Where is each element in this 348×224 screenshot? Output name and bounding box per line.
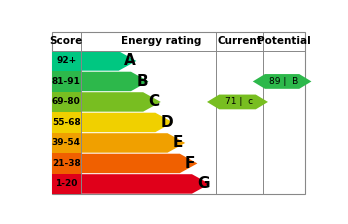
Text: Current: Current <box>218 36 262 46</box>
Polygon shape <box>81 174 209 194</box>
Polygon shape <box>253 74 311 89</box>
Bar <box>52 71 81 92</box>
Bar <box>52 51 81 71</box>
Text: 69-80: 69-80 <box>52 97 80 106</box>
Bar <box>52 174 81 194</box>
Text: 55-68: 55-68 <box>52 118 80 127</box>
Polygon shape <box>81 51 136 71</box>
Text: A: A <box>124 54 136 69</box>
Text: G: G <box>197 177 210 192</box>
Polygon shape <box>207 95 268 109</box>
Text: E: E <box>173 136 183 151</box>
Bar <box>52 112 81 133</box>
Polygon shape <box>81 72 149 91</box>
Bar <box>52 92 81 112</box>
Text: 92+: 92+ <box>56 56 76 65</box>
Text: 81-91: 81-91 <box>52 77 81 86</box>
Text: 71 |  c: 71 | c <box>225 97 253 106</box>
Text: C: C <box>149 95 159 110</box>
Text: F: F <box>185 156 196 171</box>
Polygon shape <box>81 113 173 132</box>
Bar <box>52 153 81 174</box>
Polygon shape <box>81 133 185 153</box>
Polygon shape <box>81 154 197 173</box>
Bar <box>52 133 81 153</box>
Text: B: B <box>136 74 148 89</box>
Text: D: D <box>161 115 173 130</box>
Text: Potential: Potential <box>257 36 311 46</box>
Text: Score: Score <box>49 36 83 46</box>
Text: 89 |  B: 89 | B <box>269 77 298 86</box>
Text: 39-54: 39-54 <box>52 138 81 147</box>
Text: 21-38: 21-38 <box>52 159 80 168</box>
Polygon shape <box>81 92 161 112</box>
Text: Energy rating: Energy rating <box>121 36 202 46</box>
Text: 1-20: 1-20 <box>55 179 77 188</box>
